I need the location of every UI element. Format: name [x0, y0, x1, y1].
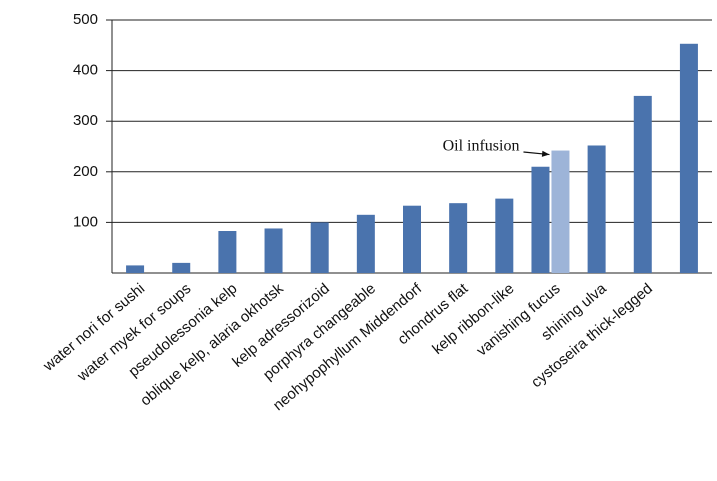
bar: [356, 214, 375, 273]
arrow-head: [541, 150, 550, 157]
bar: [172, 262, 191, 273]
bar: [449, 203, 468, 273]
bar: [679, 43, 698, 274]
y-tick-label: 400: [73, 62, 98, 79]
bar: [126, 265, 145, 273]
bar: [310, 222, 329, 273]
bar: [633, 95, 652, 274]
annotation: Oil infusion: [443, 138, 520, 155]
y-tick-label: 500: [73, 11, 98, 28]
bar: [531, 166, 550, 273]
y-tick-label: 300: [73, 112, 98, 129]
bar: [218, 231, 237, 273]
bar: [551, 150, 570, 273]
bar: [495, 198, 514, 273]
y-tick-label: 200: [73, 163, 98, 180]
bar: [403, 205, 421, 273]
bar: [264, 228, 283, 273]
bar: [587, 145, 606, 273]
y-tick-label: 100: [73, 213, 98, 230]
